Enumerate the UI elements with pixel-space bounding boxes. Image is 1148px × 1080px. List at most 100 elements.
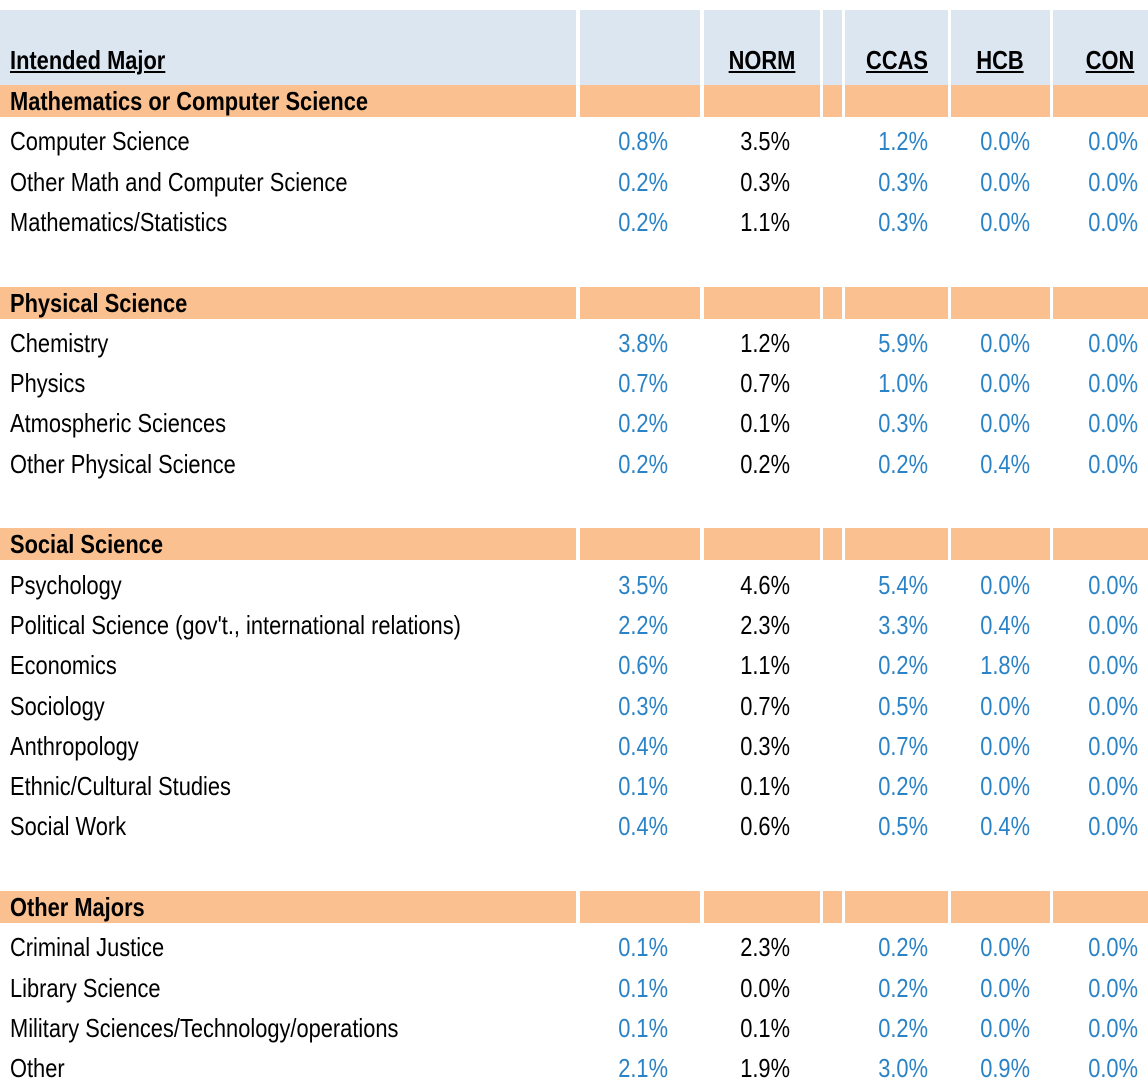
section-band — [951, 85, 1050, 117]
cell-value: 0.3% — [878, 166, 928, 197]
cell-value: 0.0% — [1088, 327, 1138, 358]
cell-value: 0.2% — [878, 972, 928, 1003]
section-band — [1053, 85, 1148, 117]
cell-value: 0.1% — [618, 771, 668, 802]
section-band — [580, 891, 700, 923]
cell-value: 0.0% — [980, 972, 1030, 1003]
column-header: HCB — [976, 45, 1024, 75]
cell-value: 0.0% — [980, 771, 1030, 802]
cell-value: 0.4% — [980, 448, 1030, 479]
cell-value: 0.6% — [618, 650, 668, 681]
header-cell — [580, 10, 700, 85]
cell-value: 0.0% — [1088, 771, 1138, 802]
cell-value: 0.0% — [1088, 408, 1138, 439]
cell-value: 1.9% — [740, 1053, 790, 1080]
section-band — [580, 286, 700, 319]
cell-value: 0.0% — [1088, 730, 1138, 761]
row-label: Mathematics/Statistics — [10, 206, 228, 237]
section-band — [951, 528, 1050, 561]
cell-value: 0.0% — [1088, 1053, 1138, 1080]
section-band — [1053, 891, 1148, 923]
cell-value: 0.3% — [740, 166, 790, 197]
row-label: Library Science — [10, 972, 161, 1003]
cell-value: 0.6% — [740, 811, 790, 842]
column-header: CCAS — [866, 45, 928, 75]
section-band — [823, 528, 842, 561]
cell-value: 1.0% — [878, 368, 928, 399]
cell-value: 0.0% — [740, 972, 790, 1003]
cell-value: 3.3% — [878, 609, 928, 640]
cell-value: 0.1% — [740, 771, 790, 802]
cell-value: 0.0% — [980, 206, 1030, 237]
section-band — [823, 286, 842, 319]
row-label: Economics — [10, 650, 117, 681]
row-label: Other — [10, 1053, 65, 1080]
cell-value: 0.0% — [1088, 166, 1138, 197]
cell-value: 0.1% — [618, 932, 668, 963]
cell-value: 0.3% — [878, 206, 928, 237]
cell-value: 2.2% — [618, 609, 668, 640]
cell-value: 0.4% — [980, 609, 1030, 640]
section-band — [704, 891, 820, 923]
cell-value: 2.3% — [740, 932, 790, 963]
header-cell — [951, 10, 1050, 85]
row-label: Physics — [10, 368, 86, 399]
cell-value: 0.0% — [1088, 972, 1138, 1003]
row-label: Anthropology — [10, 730, 139, 761]
section-band — [1053, 528, 1148, 561]
cell-value: 0.7% — [618, 368, 668, 399]
cell-value: 0.4% — [618, 730, 668, 761]
cell-value: 0.2% — [618, 448, 668, 479]
cell-value: 0.0% — [980, 1012, 1030, 1043]
cell-value: 0.0% — [1088, 368, 1138, 399]
cell-value: 1.2% — [740, 327, 790, 358]
cell-value: 1.1% — [740, 650, 790, 681]
section-band — [580, 85, 700, 117]
cell-value: 0.1% — [618, 1012, 668, 1043]
row-label: Social Work — [10, 811, 127, 842]
cell-value: 0.2% — [618, 206, 668, 237]
section-band — [951, 286, 1050, 319]
cell-value: 0.7% — [740, 368, 790, 399]
cell-value: 0.0% — [980, 408, 1030, 439]
cell-value: 0.2% — [878, 932, 928, 963]
row-label: Computer Science — [10, 126, 190, 157]
row-label: Chemistry — [10, 327, 109, 358]
cell-value: 0.0% — [980, 730, 1030, 761]
cell-value: 0.0% — [1088, 609, 1138, 640]
header-title: Intended Major — [10, 45, 166, 75]
section-title: Physical Science — [10, 287, 188, 318]
section-title: Social Science — [10, 529, 163, 560]
section-band — [845, 528, 948, 561]
cell-value: 0.2% — [878, 448, 928, 479]
header-cell — [704, 10, 820, 85]
section-band — [845, 85, 948, 117]
cell-value: 0.3% — [878, 408, 928, 439]
cell-value: 0.5% — [878, 811, 928, 842]
cell-value: 3.5% — [618, 569, 668, 600]
section-band — [0, 891, 576, 923]
row-label: Psychology — [10, 569, 122, 600]
cell-value: 4.6% — [740, 569, 790, 600]
row-label: Military Sciences/Technology/operations — [10, 1012, 399, 1043]
header-cell — [845, 10, 948, 85]
row-label: Sociology — [10, 690, 105, 721]
section-band — [704, 528, 820, 561]
cell-value: 0.9% — [980, 1053, 1030, 1080]
cell-value: 0.0% — [980, 166, 1030, 197]
cell-value: 0.2% — [618, 408, 668, 439]
cell-value: 3.5% — [740, 126, 790, 157]
cell-value: 0.2% — [618, 166, 668, 197]
cell-value: 0.1% — [740, 1012, 790, 1043]
cell-value: 0.4% — [980, 811, 1030, 842]
cell-value: 0.2% — [740, 448, 790, 479]
cell-value: 1.1% — [740, 206, 790, 237]
cell-value: 0.0% — [1088, 206, 1138, 237]
cell-value: 0.2% — [878, 650, 928, 681]
cell-value: 1.8% — [980, 650, 1030, 681]
section-band — [0, 85, 576, 117]
row-label: Other Math and Computer Science — [10, 166, 348, 197]
cell-value: 0.0% — [980, 690, 1030, 721]
header-cell — [1053, 10, 1148, 85]
